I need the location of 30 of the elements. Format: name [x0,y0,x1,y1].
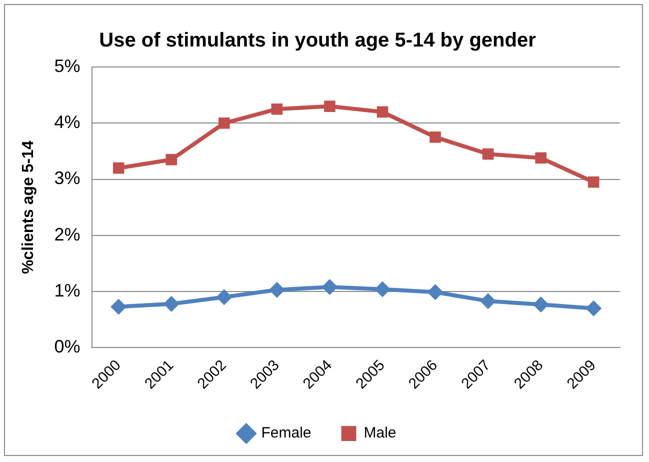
point [110,298,127,315]
y-tick-label: 1% [54,280,80,301]
y-tick-label: 0% [54,336,80,357]
point [112,162,124,174]
point [535,152,546,164]
y-axis-title: %clients age 5-14 [20,140,38,274]
point [480,293,496,310]
point [163,296,180,312]
y-tick-label: 2% [54,224,80,244]
point [430,132,441,143]
y-tick-label: 5% [54,56,80,76]
y-tick-label: 3% [54,168,80,188]
y-tick-label: 4% [54,112,80,132]
point [216,289,232,306]
legend-label: Male [364,424,396,442]
point [588,176,600,188]
point [166,154,178,166]
point [586,300,602,316]
point [376,106,388,118]
point [218,117,230,129]
point [271,103,283,115]
point [268,282,285,298]
chart-title: Use of stimulants in youth age 5-14 by gender [99,30,536,52]
point [482,148,494,160]
point [532,296,549,312]
point [322,279,338,296]
point [427,284,444,300]
point [374,281,390,298]
legend-label: Female [261,424,312,442]
point [324,100,336,112]
